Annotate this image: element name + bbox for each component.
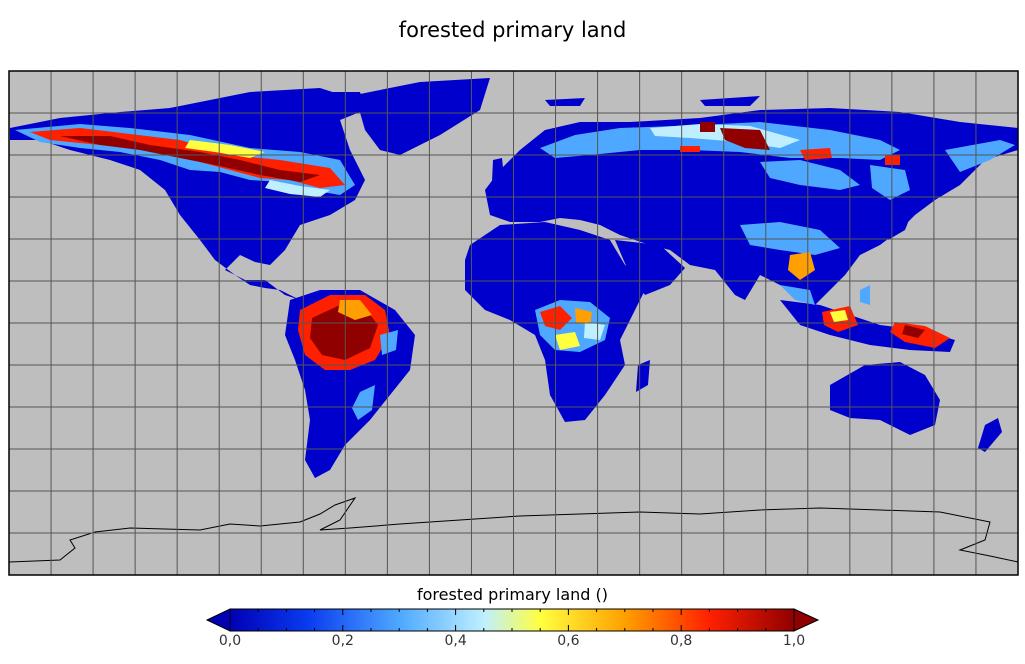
colorbar-tick-label: 0,0 (219, 633, 241, 649)
colorbar-gradient (230, 609, 794, 631)
colorbar-tick-label: 0,2 (332, 633, 354, 649)
colorbar-max-extension (794, 609, 818, 631)
land-uk (492, 158, 504, 182)
colorbar (207, 609, 818, 631)
colorbar-label: forested primary land () (0, 585, 1025, 604)
colorbar-min-extension (207, 609, 230, 631)
colorbar-tick-label: 0,4 (444, 633, 466, 649)
colorbar-tick-label: 0,8 (670, 633, 692, 649)
colorbar-tick-label: 0,6 (557, 633, 579, 649)
colorbar-tick-label: 1,0 (783, 633, 805, 649)
